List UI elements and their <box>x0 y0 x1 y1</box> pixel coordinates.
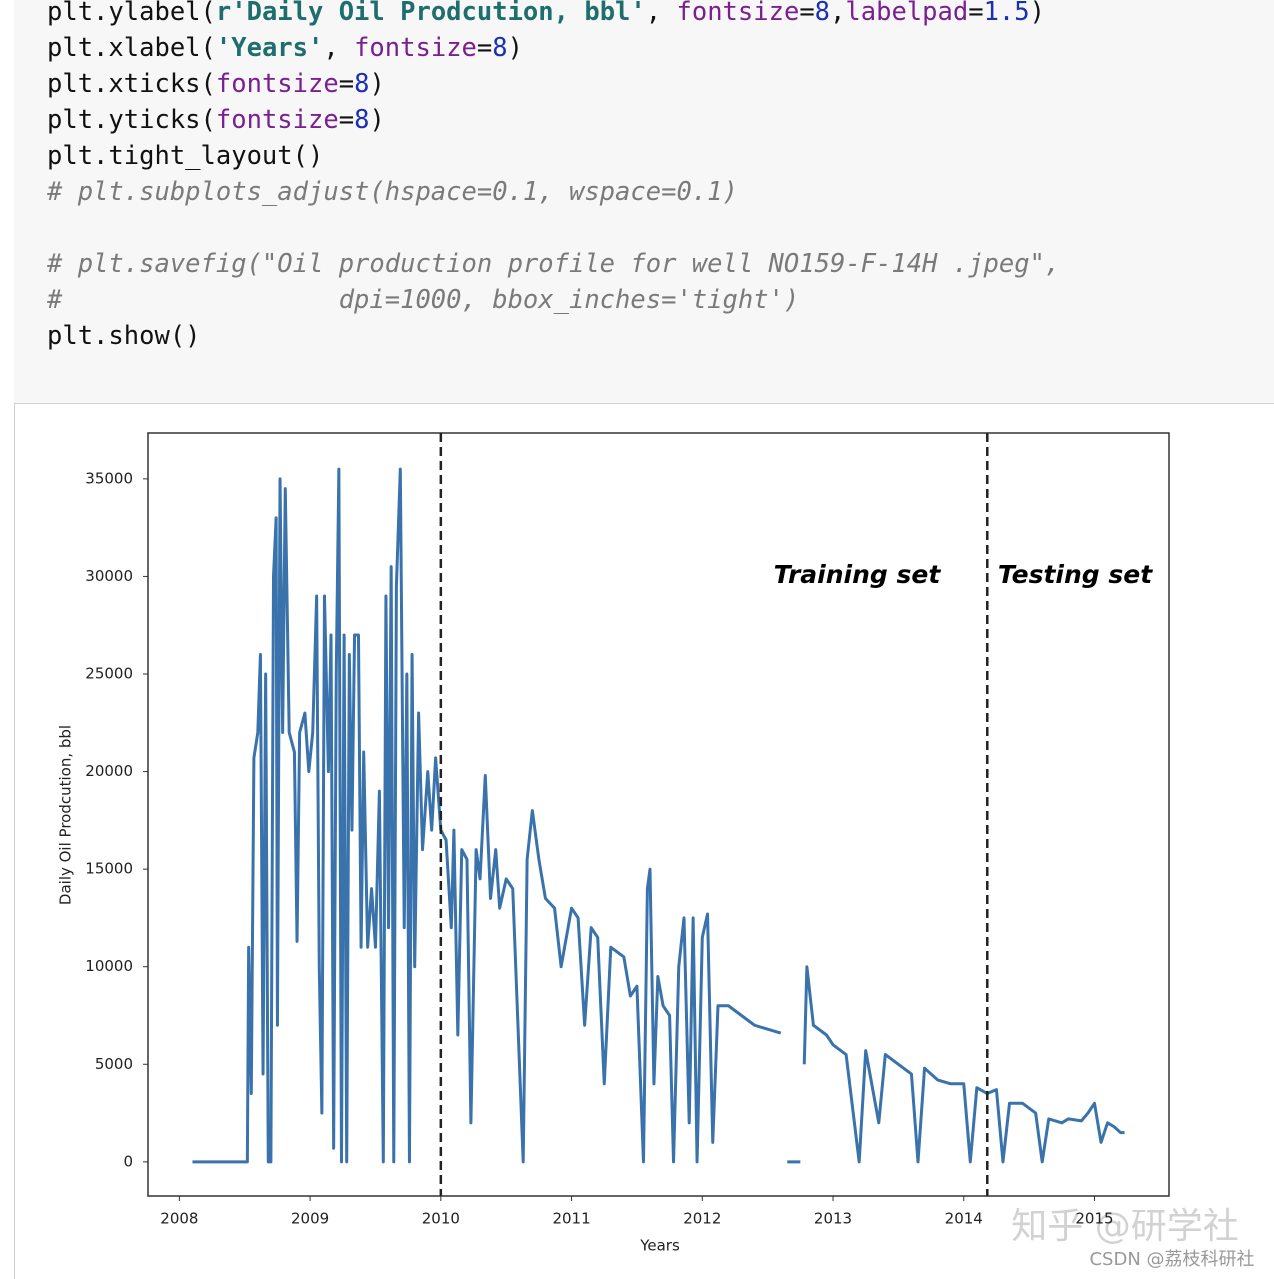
code-token: 8 <box>492 33 508 63</box>
output-border <box>14 403 15 1279</box>
code-line: # plt.subplots_adjust(hspace=0.1, wspace… <box>47 177 738 207</box>
code-token: fontsize <box>215 69 339 99</box>
x-tick-label: 2015 <box>1075 1210 1113 1228</box>
y-tick-label: 25000 <box>85 664 133 682</box>
code-token: 'Years' <box>215 33 324 63</box>
x-tick-label: 2008 <box>160 1210 198 1228</box>
code-line: # dpi=1000, bbox_inches='tight') <box>47 285 800 315</box>
code-token: fontsize <box>676 0 800 27</box>
code-line: plt.show() <box>47 321 201 351</box>
x-tick-label: 2009 <box>291 1210 329 1228</box>
series-line <box>192 467 1125 1164</box>
code-token: fontsize <box>215 105 339 135</box>
axes-frame <box>147 432 1170 1197</box>
y-axis-label: Daily Oil Prodcution, bbl <box>57 725 75 905</box>
y-tick-label: 15000 <box>85 860 133 878</box>
y-tick-label: 10000 <box>85 957 133 975</box>
code-token: r'Daily Oil Prodcution, bbl' <box>215 0 646 27</box>
y-tick-label: 30000 <box>85 567 133 585</box>
code-token: labelpad <box>845 0 969 27</box>
y-tick-label: 5000 <box>95 1055 133 1073</box>
y-tick-label: 0 <box>123 1152 133 1170</box>
code-line: plt.xticks(fontsize=8) <box>47 69 385 99</box>
x-axis-label: Years <box>639 1237 680 1255</box>
code-token: 8 <box>354 105 370 135</box>
annotation: Testing set <box>998 560 1153 589</box>
x-tick-label: 2014 <box>945 1210 983 1228</box>
y-tick-label: 35000 <box>85 469 133 487</box>
code-line: plt.ylabel(r'Daily Oil Prodcution, bbl',… <box>47 0 1060 30</box>
code-token: 8 <box>814 0 831 27</box>
code-line: plt.yticks(fontsize=8) <box>47 105 385 135</box>
code-line: plt.tight_layout() <box>47 141 324 171</box>
x-tick-label: 2011 <box>552 1210 590 1228</box>
code-token: 1.5 <box>983 0 1030 27</box>
code-token: fontsize <box>354 33 477 63</box>
code-line: plt.xlabel('Years', fontsize=8) <box>47 33 523 63</box>
watermark: CSDN @荔枝科研社 <box>1089 1249 1254 1270</box>
code-line: # plt.savefig("Oil production profile fo… <box>47 249 1061 279</box>
y-tick-label: 20000 <box>85 762 133 780</box>
x-tick-label: 2010 <box>422 1210 460 1228</box>
annotation: Training set <box>774 560 942 589</box>
code-token: 8 <box>354 69 370 99</box>
code: plt.ylabel(r'Daily Oil Prodcution, bbl',… <box>47 0 1060 354</box>
code-cell[interactable]: plt.ylabel(r'Daily Oil Prodcution, bbl',… <box>14 0 1274 404</box>
x-tick-label: 2012 <box>683 1210 721 1228</box>
x-tick-label: 2013 <box>814 1210 852 1228</box>
watermark: 知乎 @研学社 <box>1011 1206 1238 1247</box>
